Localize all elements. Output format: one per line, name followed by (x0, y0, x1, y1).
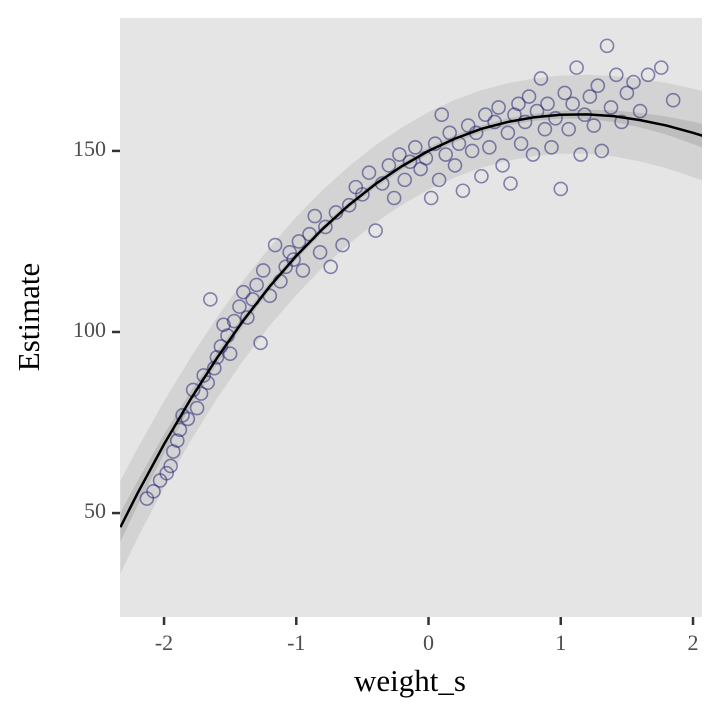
data-point (381, 158, 397, 173)
data-point (511, 96, 526, 112)
data-point (434, 107, 450, 122)
data-point (561, 121, 576, 137)
data-point (386, 190, 402, 206)
data-point (335, 237, 350, 253)
data-point (282, 245, 297, 260)
data-point (455, 183, 471, 199)
data-point (355, 187, 370, 202)
y-tick-label: 50 (84, 498, 106, 523)
data-point (540, 96, 555, 112)
data-point (402, 154, 418, 170)
data-point (517, 114, 533, 130)
data-point (222, 346, 238, 362)
data-point (341, 197, 357, 213)
data-point (249, 277, 264, 293)
y-axis-title: Estimate (11, 263, 46, 371)
x-tick-label: -2 (155, 630, 173, 655)
data-point (590, 78, 606, 94)
data-point (361, 165, 377, 180)
data-point (599, 38, 615, 54)
data-point (295, 263, 311, 278)
x-tick-label: -1 (287, 630, 305, 655)
y-tick-label: 150 (73, 136, 106, 161)
data-point (232, 299, 247, 314)
data-point (513, 136, 529, 151)
data-point (525, 147, 541, 162)
data-point (557, 85, 573, 101)
data-point (573, 147, 588, 162)
data-point (565, 96, 580, 112)
data-point (368, 223, 383, 238)
data-point (544, 139, 559, 155)
data-point (503, 176, 518, 191)
data-point (407, 139, 423, 155)
data-point (495, 158, 510, 173)
data-point (474, 168, 489, 184)
data-point (255, 263, 271, 278)
data-point (397, 172, 413, 188)
data-point (278, 259, 294, 275)
data-point (169, 433, 185, 448)
data-point (312, 245, 328, 260)
data-point (487, 114, 502, 130)
data-point (665, 92, 681, 108)
data-point (460, 118, 476, 133)
data-point (180, 411, 196, 427)
data-point (307, 208, 323, 224)
data-point (189, 400, 205, 416)
data-point (478, 107, 493, 122)
x-tick-label: 1 (555, 630, 566, 655)
data-point (491, 100, 506, 115)
data-point (582, 89, 598, 104)
data-point (537, 121, 553, 137)
mean-band (120, 109, 702, 542)
data-point (146, 484, 161, 499)
x-tick-label: 2 (688, 630, 699, 655)
data-point (447, 158, 463, 173)
x-tick-label: 0 (423, 630, 434, 655)
data-point (240, 310, 255, 325)
data-point (163, 458, 178, 474)
data-point (196, 368, 212, 383)
fit-line (120, 113, 702, 528)
data-point (609, 67, 624, 83)
data-point (603, 100, 619, 115)
y-tick-label: 100 (73, 317, 106, 342)
data-point (500, 125, 516, 141)
data-point (626, 74, 641, 90)
data-point (464, 143, 480, 159)
data-point (323, 259, 338, 275)
data-point (267, 237, 283, 253)
data-point (318, 219, 333, 235)
data-point (533, 71, 549, 86)
data-point (291, 234, 307, 249)
data-point (653, 60, 669, 75)
data-point (226, 313, 242, 329)
data-point (159, 465, 174, 481)
plot-area (120, 38, 702, 574)
data-point (586, 118, 602, 133)
data-point (614, 114, 629, 130)
data-point (442, 125, 457, 141)
data-point (392, 147, 407, 162)
x-axis-title: weight_s (354, 663, 466, 698)
data-point (286, 252, 301, 267)
data-point (548, 111, 563, 126)
data-point (569, 60, 584, 75)
data-point (253, 335, 268, 351)
data-point (203, 292, 218, 307)
data-point (594, 143, 610, 159)
data-point (423, 190, 439, 206)
data-point (553, 181, 569, 197)
data-point (431, 172, 447, 188)
data-point (236, 284, 251, 300)
data-point (521, 89, 537, 104)
data-point (619, 85, 635, 101)
data-point (482, 139, 497, 155)
data-point (438, 147, 454, 162)
data-point (640, 67, 656, 83)
data-point (632, 103, 648, 119)
